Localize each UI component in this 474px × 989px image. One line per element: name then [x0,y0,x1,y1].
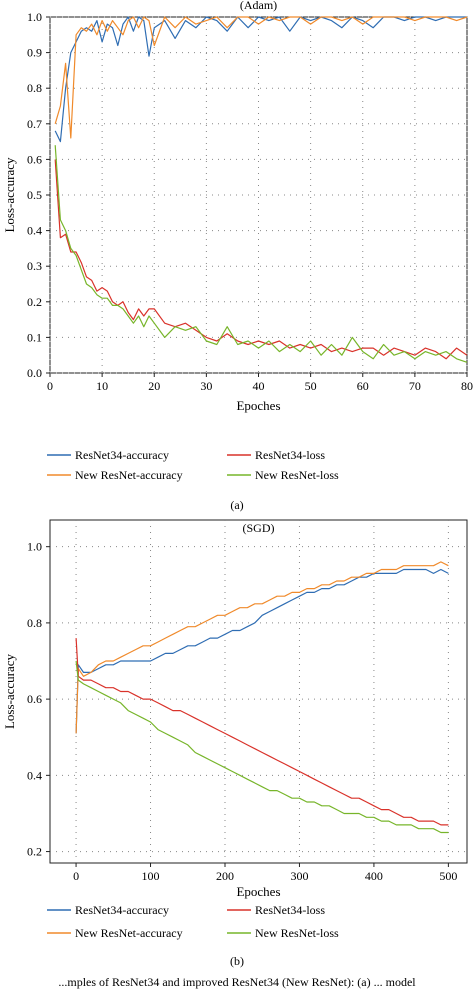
sgd-series [75,561,449,834]
legend-label: ResNet34-accuracy [75,903,169,917]
x-tick-label: 30 [200,379,212,393]
x-tick-label: 300 [290,869,308,883]
legend-label: ResNet34-accuracy [75,448,169,462]
x-tick-label: 10 [96,379,108,393]
y-tick-label: 0.4 [27,224,42,238]
adam-legend: ResNet34-accuracy ResNet34-loss New ResNet… [47,448,339,482]
x-tick-label: 500 [439,869,457,883]
x-tick-label: 200 [216,869,234,883]
y-tick-label: 0.7 [27,117,42,131]
legend-label: New ResNet-loss [255,926,339,940]
adam-y-axis-label: Loss-accuracy [2,157,17,233]
y-tick-label: 0.0 [27,366,42,380]
series-line-new-resnet-loss [54,145,468,363]
series-line-resnet34-accuracy [54,16,467,143]
sgd-chart: (SGD) 0 100 200 300 400 500 0.2 0.4 0.6 0.8 1.0 Ep… [2,519,468,968]
caption-b: (b) [230,954,244,968]
y-tick-label: 0.4 [27,768,42,782]
figure-bottom-caption: ...mples of ResNet34 and improved ResNet… [58,975,416,989]
x-tick-label: 20 [148,379,160,393]
adam-chart: (Adam) 0 10 20 30 40 50 60 70 800.00.10.20.30.40… [2,0,473,512]
sgd-x-axis-label: Epoches [236,884,280,899]
x-tick-label: 0 [47,379,53,393]
y-tick-label: 0.8 [27,81,42,95]
x-tick-label: 50 [305,379,317,393]
y-tick-label: 0.2 [27,845,42,859]
legend-label: New ResNet-loss [255,468,339,482]
sgd-ticks: 0 100 200 300 400 500 0.2 0.4 0.6 0.8 1.0 [27,540,457,883]
y-tick-label: 0.8 [27,616,42,630]
x-tick-label: 100 [142,869,160,883]
y-tick-label: 0.6 [27,152,42,166]
x-tick-label: 70 [409,379,421,393]
sgd-legend: ResNet34-accuracy ResNet34-loss New ResNet… [47,903,339,940]
adam-grid [49,16,468,374]
y-tick-label: 0.5 [27,188,42,202]
y-tick-label: 1.0 [27,10,42,24]
y-tick-label: 0.6 [27,692,42,706]
series-line-new-resnet-accuracy [54,16,468,139]
x-tick-label: 80 [461,379,473,393]
sgd-plot-area [49,519,468,864]
y-tick-label: 0.2 [27,295,42,309]
sgd-y-axis-label: Loss-accuracy [2,653,17,729]
series-line-new-resnet-accuracy [75,561,449,734]
y-tick-label: 1.0 [27,540,42,554]
series-line-resnet34-loss [75,638,449,826]
sgd-chart-title: (SGD) [243,521,275,535]
series-line-resnet34-accuracy [75,568,449,734]
sgd-grid [50,520,467,863]
series-line-resnet34-loss [54,159,468,360]
y-tick-label: 0.1 [27,330,42,344]
x-tick-label: 40 [253,379,265,393]
legend-label: ResNet34-loss [255,448,325,462]
adam-ticks: 0 10 20 30 40 50 60 70 80 0.0 0.1 0.2 0.3 0.4 0.5 0.6 0.… [27,10,473,393]
legend-label: New ResNet-accuracy [75,468,183,482]
caption-a: (a) [230,498,243,512]
x-tick-label: 0 [73,869,79,883]
adam-chart-title: (Adam) [240,0,277,12]
x-tick-label: 60 [357,379,369,393]
legend-label: New ResNet-accuracy [75,926,183,940]
legend-label: ResNet34-loss [255,903,325,917]
series-line-new-resnet-loss [75,660,449,834]
y-tick-label: 0.9 [27,46,42,60]
y-tick-label: 0.3 [27,259,42,273]
adam-x-axis-label: Epoches [236,398,280,413]
x-tick-label: 400 [365,869,383,883]
adam-series [54,16,468,363]
